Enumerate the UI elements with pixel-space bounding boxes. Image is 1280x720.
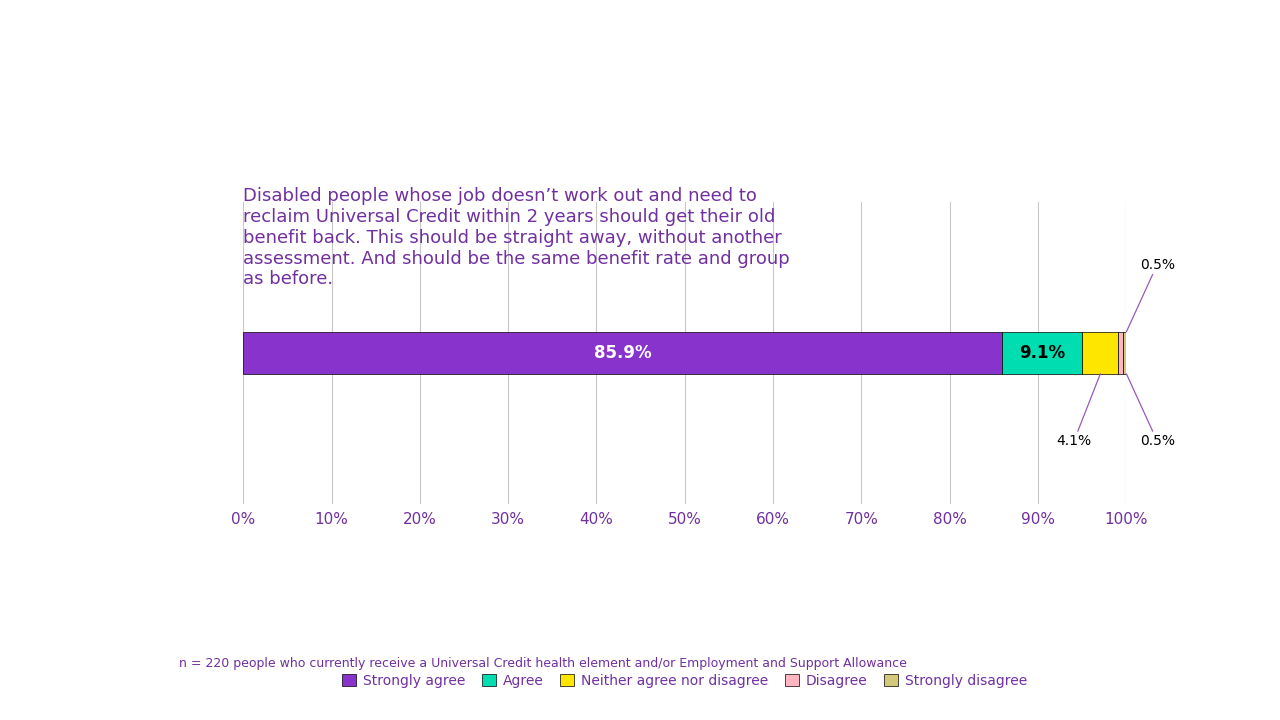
Bar bbox=[1123, 332, 1128, 374]
Text: Disabled people whose job doesn’t work out and need to
reclaim Universal Credit : Disabled people whose job doesn’t work o… bbox=[243, 187, 790, 289]
Bar bbox=[1002, 332, 1083, 374]
Text: 0.5%: 0.5% bbox=[1126, 374, 1175, 448]
Text: 0.5%: 0.5% bbox=[1126, 258, 1175, 332]
Text: 4.1%: 4.1% bbox=[1056, 374, 1101, 448]
Legend: Strongly agree, Agree, Neither agree nor disagree, Disagree, Strongly disagree: Strongly agree, Agree, Neither agree nor… bbox=[337, 668, 1033, 693]
Text: 9.1%: 9.1% bbox=[1019, 344, 1065, 361]
Bar bbox=[1082, 332, 1119, 374]
Bar bbox=[1119, 332, 1123, 374]
Text: 85.9%: 85.9% bbox=[594, 344, 652, 361]
Bar bbox=[243, 332, 1002, 374]
Text: n = 220 people who currently receive a Universal Credit health element and/or Em: n = 220 people who currently receive a U… bbox=[179, 657, 908, 670]
